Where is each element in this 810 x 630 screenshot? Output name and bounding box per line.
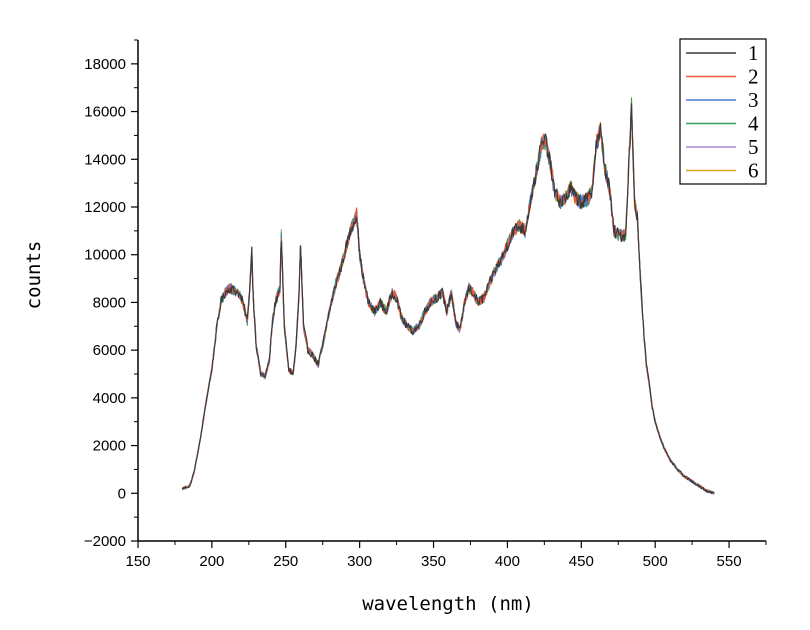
x-axis-label: wavelength (nm) <box>362 593 534 615</box>
x-tick-label: 550 <box>717 553 742 570</box>
series-layer <box>181 97 715 496</box>
series-line-4 <box>181 97 715 495</box>
y-tick-label: 0 <box>118 485 126 502</box>
legend-label-1: 1 <box>748 41 759 65</box>
y-tick-label: 4000 <box>93 390 126 407</box>
legend-label-5: 5 <box>748 135 759 159</box>
legend-label-3: 3 <box>748 88 759 112</box>
x-tick-label: 250 <box>273 553 298 570</box>
legend-label-4: 4 <box>748 112 759 136</box>
y-tick-label: 10000 <box>84 247 126 264</box>
y-tick-label: −2000 <box>84 533 126 550</box>
y-tick-label: 8000 <box>93 294 126 311</box>
series-line-2 <box>181 114 715 494</box>
series-line-1 <box>181 103 715 495</box>
y-tick-label: 18000 <box>84 56 126 73</box>
y-tick-label: 14000 <box>84 151 126 168</box>
x-tick-label: 300 <box>347 553 372 570</box>
x-tick-label: 400 <box>495 553 520 570</box>
axes: 150 200 250 300 350 400 450 500 550 −2000 0 2000 400… <box>84 39 767 570</box>
y-tick-label: 12000 <box>84 199 126 216</box>
x-tick-label: 150 <box>125 553 150 570</box>
y-tick-label: 2000 <box>93 438 126 455</box>
y-tick-label: 16000 <box>84 104 126 121</box>
x-tick-label: 500 <box>643 553 668 570</box>
x-tick-label: 350 <box>421 553 446 570</box>
x-tick-label: 450 <box>569 553 594 570</box>
y-tick-label: 6000 <box>93 342 126 359</box>
series-line-3 <box>182 105 715 495</box>
series-line-6 <box>181 99 715 496</box>
legend-label-6: 6 <box>748 159 759 183</box>
x-tick-label: 200 <box>199 553 224 570</box>
legend-box <box>679 38 767 185</box>
y-axis-label: counts <box>23 241 45 310</box>
legend-label-2: 2 <box>748 65 759 89</box>
